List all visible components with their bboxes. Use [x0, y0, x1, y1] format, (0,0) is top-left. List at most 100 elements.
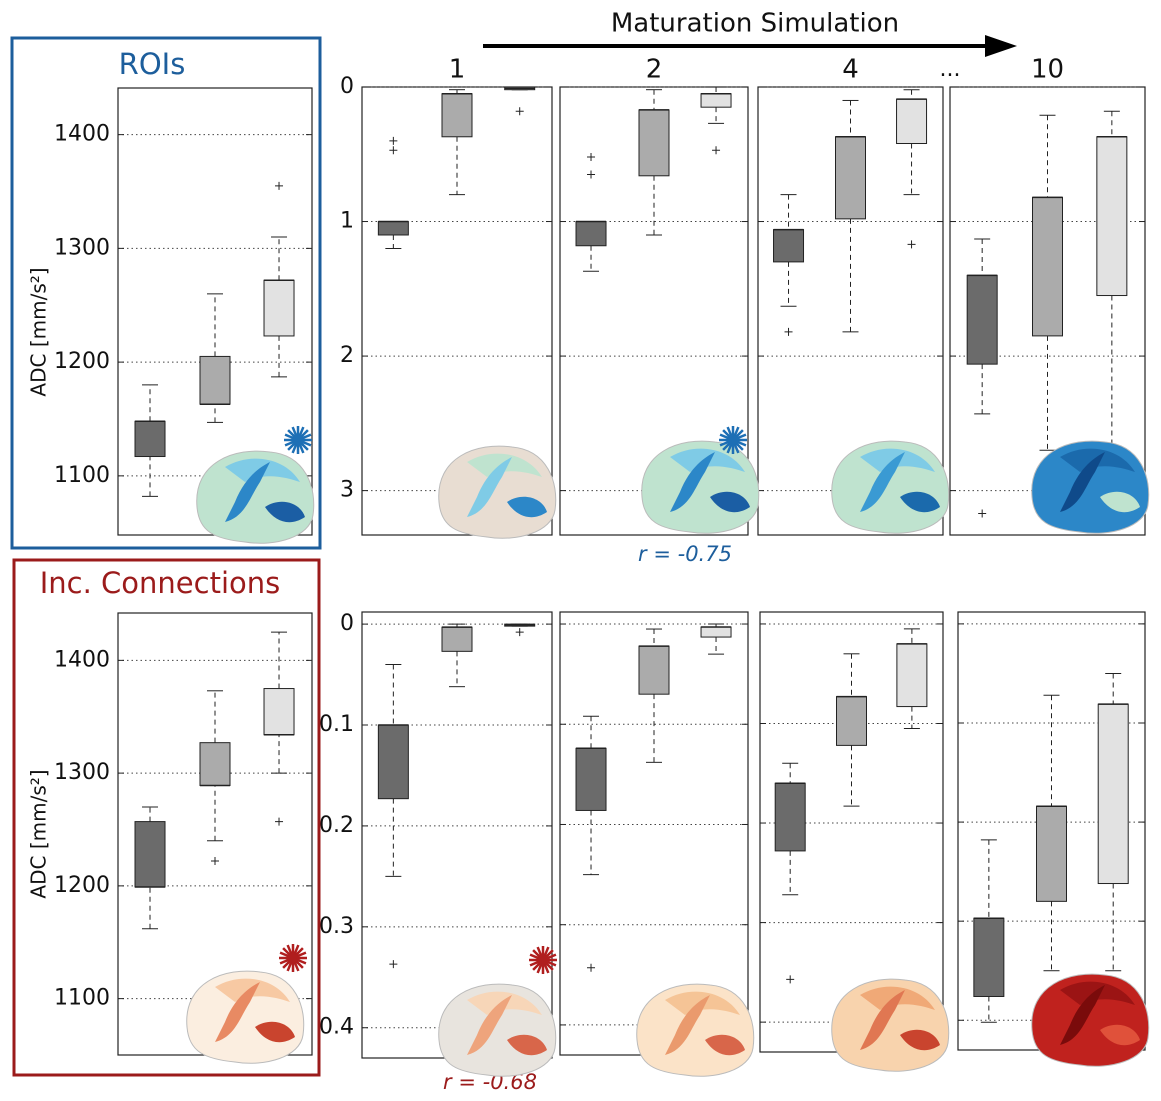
star-marker — [284, 426, 312, 454]
outlier — [275, 181, 284, 190]
box — [1032, 196, 1063, 337]
box — [700, 626, 732, 638]
brain-region — [1100, 491, 1140, 513]
brain-region — [670, 452, 715, 512]
correlation-label: r = -0.75 — [638, 542, 732, 566]
outlier — [587, 170, 596, 179]
y-tick-label: 0.1 — [319, 712, 354, 737]
brain-region — [467, 995, 512, 1055]
outlier — [978, 509, 987, 518]
brain-region — [710, 491, 750, 513]
step-label: 2 — [646, 55, 663, 85]
brain-illustration — [196, 450, 315, 544]
y-tick-label: 1400 — [54, 647, 110, 672]
box — [774, 782, 806, 852]
y-tick-label: 1 — [340, 209, 354, 234]
brain-region — [665, 995, 710, 1055]
brain-region — [225, 462, 270, 522]
y-tick-label: 3 — [340, 478, 354, 503]
y-axis-label: ADC [mm/s²] — [27, 769, 51, 898]
box — [638, 645, 670, 695]
brain-illustration — [1031, 973, 1150, 1067]
box — [441, 93, 473, 138]
outlier — [786, 975, 795, 984]
step-label: 10 — [1031, 55, 1064, 85]
brain-region — [507, 1034, 547, 1056]
outlier — [587, 152, 596, 161]
panel-frame — [12, 558, 321, 1077]
brain-region — [705, 1034, 745, 1056]
y-tick-label: 1200 — [54, 873, 110, 898]
brain-region — [265, 501, 305, 523]
brain-illustration — [641, 440, 760, 534]
box — [1036, 805, 1067, 902]
y-axis-label: ADC [mm/s²] — [27, 267, 51, 396]
box — [896, 98, 928, 145]
step-label: 4 — [842, 55, 859, 85]
outlier — [784, 327, 793, 336]
y-tick-label: 0 — [340, 611, 354, 636]
box — [134, 821, 166, 888]
box — [263, 279, 295, 337]
brain-region — [255, 1021, 295, 1043]
arrow-head — [985, 35, 1017, 57]
outlier — [211, 857, 219, 866]
star-marker — [719, 426, 747, 454]
brain-region — [1060, 452, 1105, 512]
outlier — [515, 107, 524, 116]
outlier — [389, 960, 398, 969]
brain-illustration — [831, 978, 950, 1072]
box — [199, 355, 231, 405]
panel-title: ROIs — [119, 47, 186, 81]
star-marker — [279, 944, 307, 972]
box — [835, 136, 866, 220]
brain-illustration — [438, 445, 557, 539]
y-tick-label: 0.3 — [319, 914, 354, 939]
panel-title: Inc. Connections — [40, 566, 281, 600]
brain-illustration — [438, 983, 557, 1077]
brain-region — [467, 457, 512, 517]
box — [377, 221, 409, 236]
box — [441, 626, 473, 652]
box — [263, 688, 295, 736]
brain-region — [1060, 985, 1105, 1045]
brain-region — [860, 990, 905, 1050]
y-tick-label: 1300 — [54, 760, 110, 785]
y-tick-label: 1400 — [54, 122, 110, 147]
axes-frame — [559, 86, 749, 536]
box — [377, 724, 409, 800]
box — [199, 742, 231, 787]
box — [836, 696, 867, 746]
y-tick-label: 1200 — [54, 349, 110, 374]
brain-illustration — [831, 440, 950, 534]
ellipsis: ... — [940, 57, 961, 82]
brain-illustration — [636, 983, 755, 1077]
outlier — [587, 963, 596, 972]
box — [134, 420, 166, 458]
brain-region — [507, 496, 547, 518]
brain-region — [1100, 1024, 1140, 1046]
box — [638, 109, 670, 177]
box — [575, 747, 607, 811]
axes-frame — [949, 86, 1146, 536]
y-tick-label: 0.2 — [319, 813, 354, 838]
axes-frame — [757, 86, 944, 536]
box — [1096, 136, 1128, 297]
outlier — [389, 146, 398, 155]
outlier — [515, 628, 524, 637]
brain-region — [860, 452, 905, 512]
brain-region — [900, 1029, 940, 1051]
y-tick-label: 1300 — [54, 235, 110, 260]
box — [973, 917, 1005, 997]
brain-illustration — [186, 970, 305, 1064]
box — [966, 274, 998, 365]
outlier — [275, 817, 284, 826]
y-tick-label: 2 — [340, 343, 354, 368]
figure-title: Maturation Simulation — [611, 9, 899, 39]
y-tick-label: 0.4 — [319, 1015, 354, 1040]
step-label: 1 — [449, 55, 466, 85]
outlier — [712, 146, 721, 155]
outlier — [389, 136, 398, 145]
y-tick-label: 1100 — [54, 986, 110, 1011]
